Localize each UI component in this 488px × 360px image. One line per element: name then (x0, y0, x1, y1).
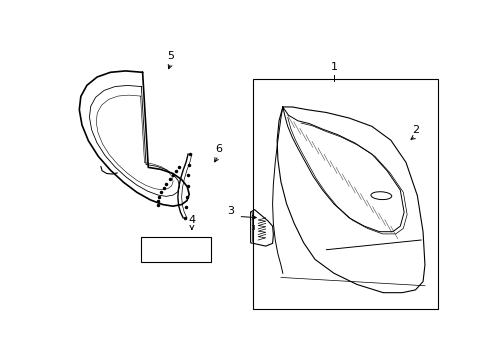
Ellipse shape (370, 192, 391, 199)
Text: 4: 4 (188, 215, 195, 225)
Bar (252, 79, 437, 309)
Bar (141, 237, 210, 262)
Text: 6: 6 (214, 144, 222, 154)
Text: 5: 5 (167, 51, 174, 61)
Text: 3: 3 (227, 206, 234, 216)
Text: 2: 2 (411, 125, 418, 135)
Text: 1: 1 (330, 62, 337, 72)
